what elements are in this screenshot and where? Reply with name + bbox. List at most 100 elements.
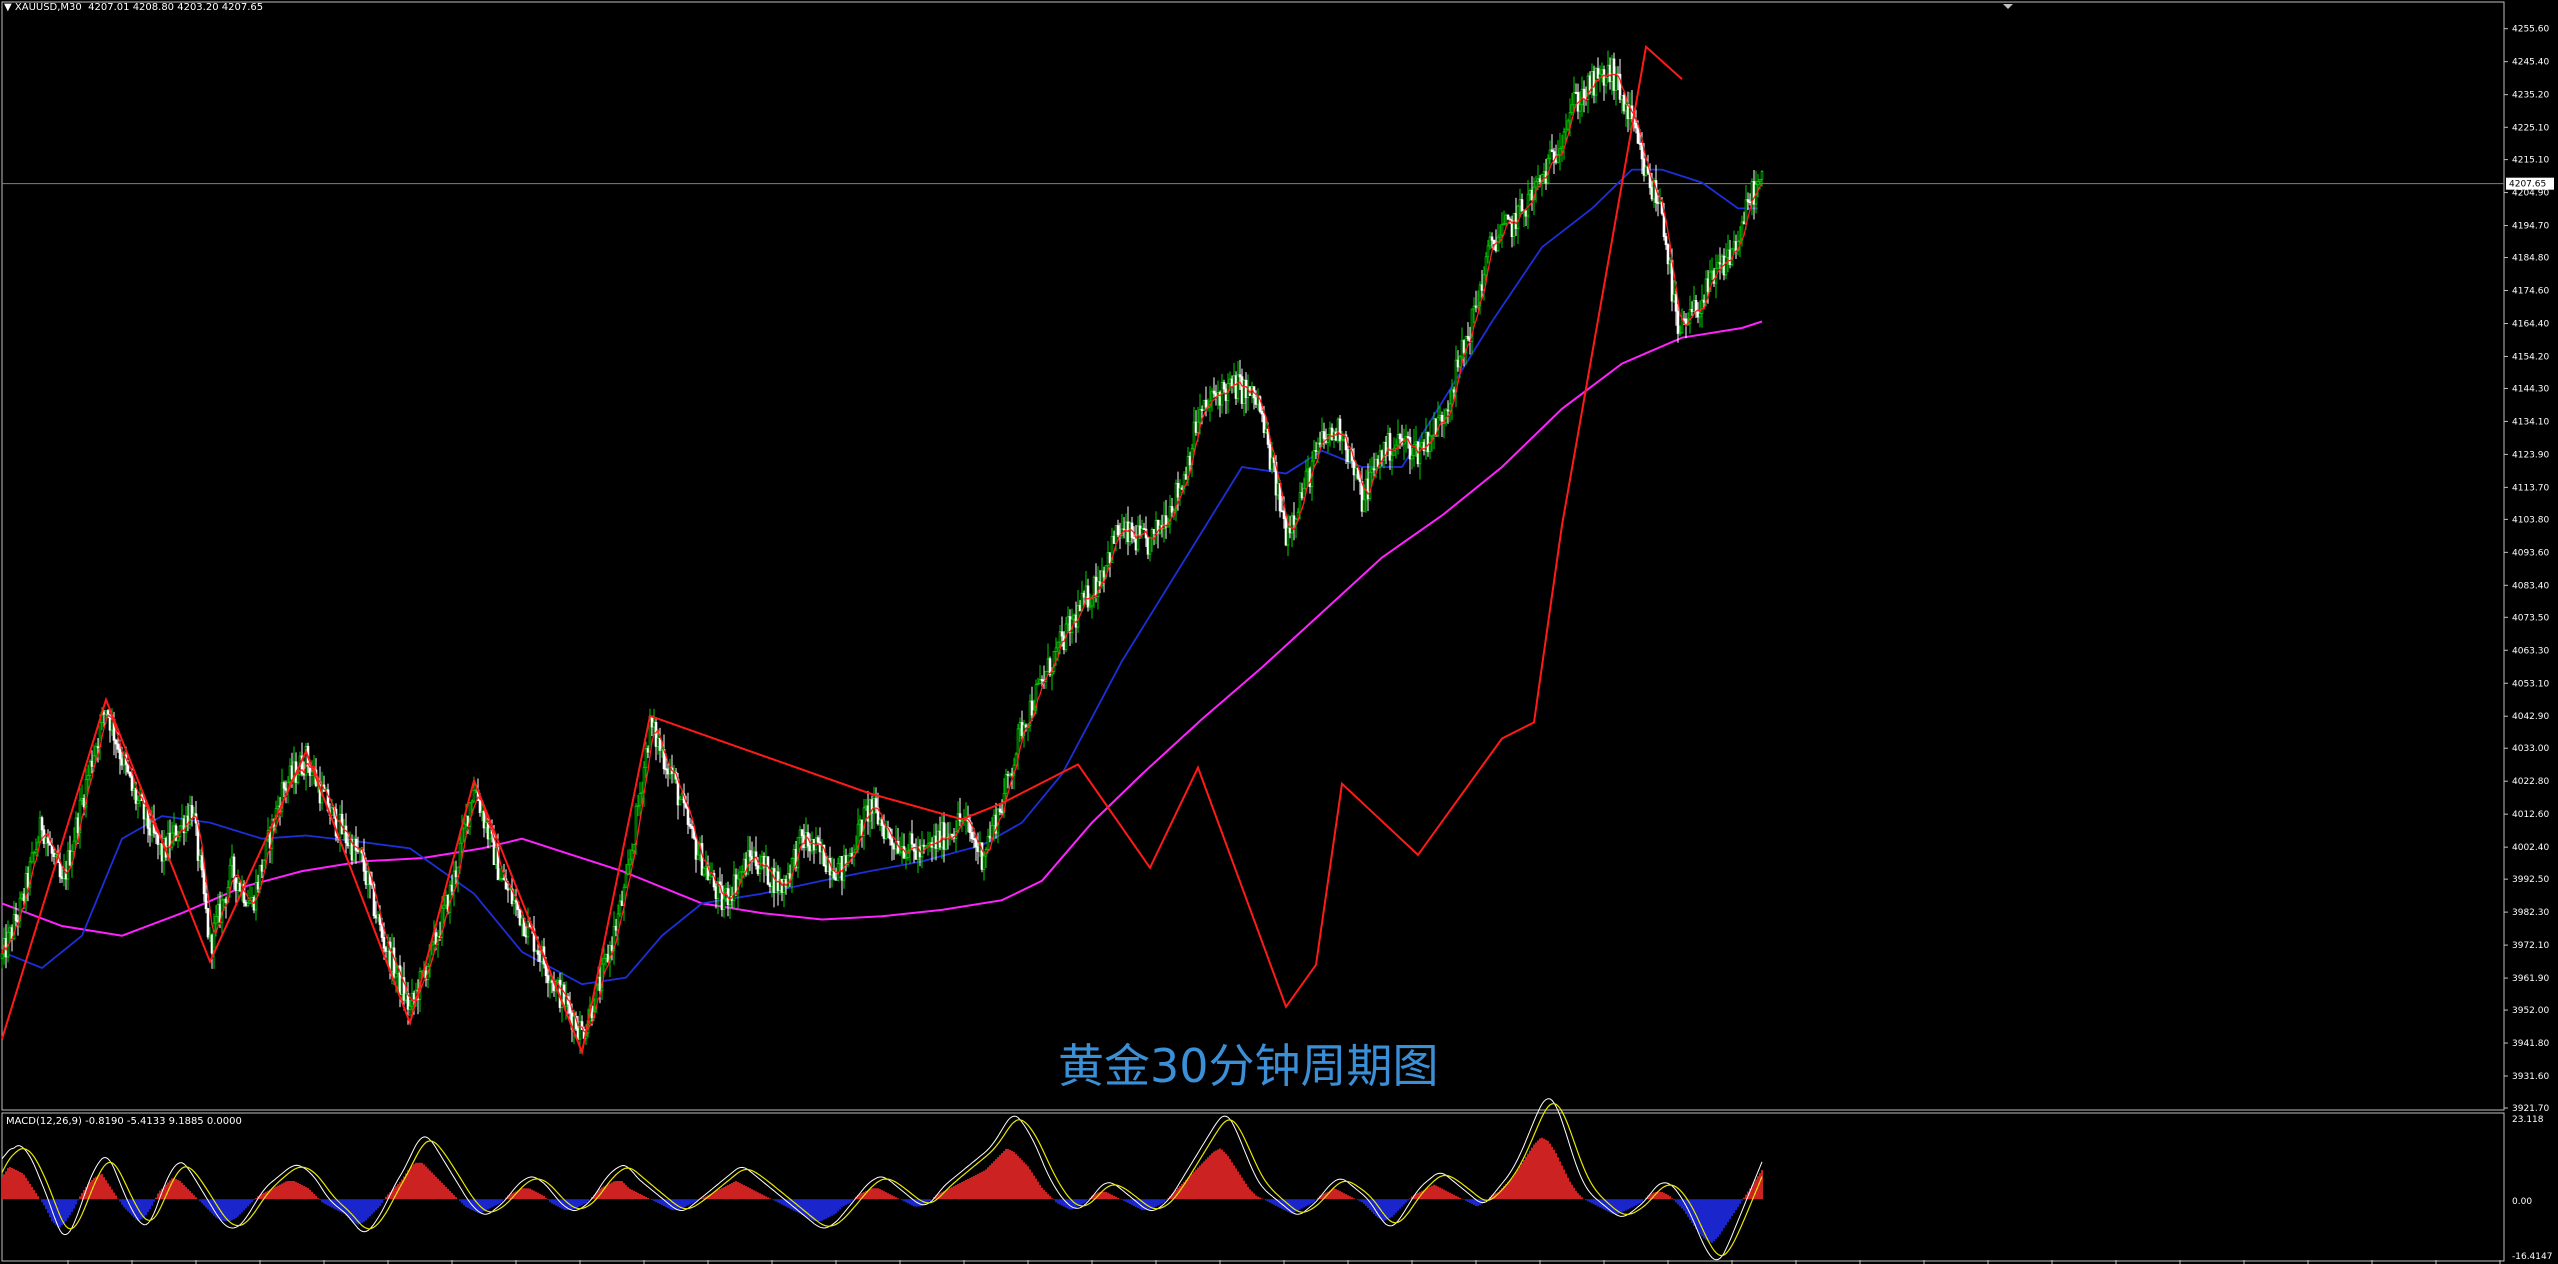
candle [334,803,338,842]
candle [1622,91,1626,115]
candle [136,795,140,819]
ma-slow-path [1,320,1763,937]
candle [1688,295,1692,334]
macd-zero-label: 0.00 [2512,1197,2532,1207]
candle [602,946,606,977]
price-tick-label: 4073.50 [2512,613,2549,623]
candle [632,844,636,854]
price-tick-label: 4012.60 [2512,810,2549,820]
candle [1392,437,1396,456]
candle [628,848,632,875]
price-axis[interactable]: 4255.60 4245.40 4235.20 4225.10 4215.10 4204.… [2504,25,2554,1114]
chart-shift-marker-icon[interactable] [2003,4,2013,9]
candle [402,962,406,1011]
candle [14,902,18,927]
price-tick-label: 4194.70 [2512,222,2549,232]
candle [442,896,446,924]
candle [1348,449,1352,465]
candle [1496,223,1500,252]
candle [1202,399,1206,411]
candle [1086,578,1090,612]
candle [1466,322,1470,342]
candle [1746,192,1750,211]
price-tick-label: 3992.50 [2512,875,2549,885]
price-tick-label: 4042.90 [2512,712,2549,722]
price-tick-label: 4123.90 [2512,450,2549,460]
candle [568,991,572,1025]
chart-caption: 黄金30分钟周期图 [1058,1039,1439,1093]
candle [748,836,752,872]
candle [702,867,706,878]
candle [1236,360,1240,403]
candle [482,807,486,838]
candle [688,817,692,830]
candle [1336,417,1340,444]
price-tick-label: 4063.30 [2512,646,2549,656]
candle [880,815,884,837]
candle [630,843,634,868]
candle [1748,193,1752,206]
candle [1088,593,1092,611]
candle [1038,665,1042,685]
candle [910,819,914,850]
candle [1700,284,1704,328]
candle [72,827,76,856]
candle [1416,441,1420,468]
zigzag-line [1,44,1683,1056]
candle [1644,165,1648,177]
candle [624,863,628,889]
candle [1284,515,1288,547]
candle [32,850,36,865]
price-tick-label: 4103.80 [2512,515,2549,525]
candle [1756,174,1760,198]
candle [1760,170,1764,187]
candle [1566,118,1570,131]
candle [644,741,648,779]
candle [1506,214,1510,220]
candle [1170,497,1174,518]
symbol-label: XAUUSD,M30 [14,2,82,13]
price-tick-label: 3952.00 [2512,1006,2549,1016]
candle [34,838,38,857]
candle [200,844,204,878]
candle [1572,76,1576,114]
candle [518,909,522,927]
candle [746,835,750,876]
price-tick-label: 3921.70 [2512,1104,2549,1114]
candle [1372,452,1376,480]
candle [1212,377,1216,398]
candle [1412,429,1416,467]
price-tick-label: 4184.80 [2512,254,2549,264]
price-tick-label: 4255.60 [2512,25,2549,35]
candle [636,794,640,817]
candle [1560,134,1564,163]
chart-header: ▼ XAUUSD,M30 4207.01 4208.80 4203.20 420… [4,2,263,13]
price-tick-label: 4154.20 [2512,352,2549,362]
macd-panel [1,1098,1763,1261]
collapse-arrow-icon[interactable]: ▼ [4,2,15,13]
candle [1014,752,1018,766]
candle [694,834,698,873]
candle [1004,768,1008,800]
candle [1556,140,1560,164]
candle [84,768,88,818]
price-tick-label: 3982.30 [2512,908,2549,918]
candle [242,880,246,907]
candle [30,841,34,864]
candle [94,742,98,762]
candle [1450,379,1454,420]
candle [1030,686,1034,722]
candle [1192,406,1196,452]
candle [202,861,206,902]
candle [118,739,122,775]
macd-label: MACD(12,26,9) -0.8190 -5.4133 9.1885 0.0… [6,1116,242,1127]
candle [942,812,946,863]
price-tick-label: 4093.60 [2512,548,2549,558]
candle [616,904,620,946]
price-tick-label: 4113.70 [2512,483,2549,493]
candle [352,835,356,863]
candle [1440,411,1444,437]
candle [1370,456,1374,487]
candle [612,911,616,965]
